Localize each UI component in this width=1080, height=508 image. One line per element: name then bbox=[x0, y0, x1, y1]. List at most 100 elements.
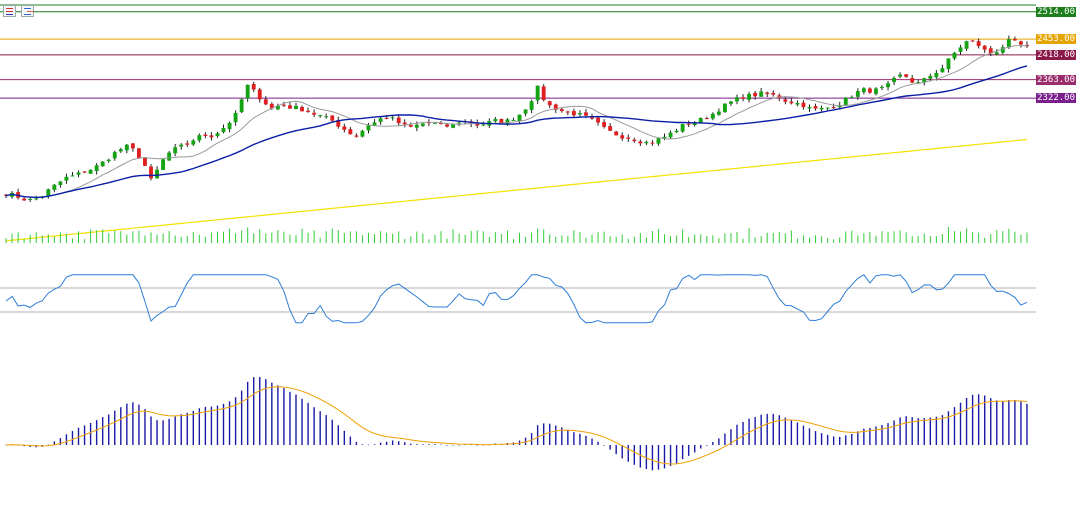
volume-bar bbox=[1002, 230, 1004, 243]
volume-bar bbox=[712, 235, 714, 243]
macd-histogram-bar bbox=[446, 445, 448, 446]
volume-bar bbox=[204, 237, 206, 243]
volume-bar bbox=[664, 234, 666, 243]
candle-body bbox=[892, 77, 897, 83]
volume-bar bbox=[887, 231, 889, 243]
macd-histogram-bar bbox=[971, 394, 974, 445]
volume-bar bbox=[78, 231, 80, 243]
macd-histogram-bar bbox=[977, 394, 980, 445]
macd-histogram-bar bbox=[639, 445, 642, 468]
volume-bar bbox=[784, 233, 786, 243]
candle-body bbox=[849, 97, 854, 99]
candle-body bbox=[46, 189, 51, 197]
volume-bar bbox=[815, 235, 817, 243]
volume-bar bbox=[911, 236, 913, 243]
candle-body bbox=[426, 122, 431, 124]
candle-body bbox=[910, 78, 915, 83]
candle-body bbox=[807, 107, 812, 109]
volume-bar bbox=[488, 236, 490, 243]
volume-bar bbox=[192, 231, 194, 243]
volume-bar bbox=[972, 232, 974, 243]
macd-histogram-bar bbox=[114, 410, 116, 445]
macd-histogram-bar bbox=[947, 411, 950, 445]
candle-body bbox=[674, 130, 679, 133]
macd-histogram-bar bbox=[857, 431, 859, 445]
volume-bar bbox=[923, 233, 925, 243]
candle-body bbox=[753, 92, 758, 97]
volume-bar bbox=[742, 238, 744, 243]
volume-bar bbox=[917, 235, 919, 243]
macd-histogram-bar bbox=[766, 413, 768, 445]
candle-body bbox=[475, 122, 480, 126]
candle-body bbox=[735, 97, 739, 102]
candle-body bbox=[378, 118, 383, 122]
macd-histogram-bar bbox=[814, 431, 817, 445]
volume-bar bbox=[1026, 232, 1028, 243]
candle-body bbox=[958, 47, 963, 52]
candle-body bbox=[843, 97, 848, 105]
macd-histogram-bar bbox=[863, 428, 865, 445]
volume-bar bbox=[694, 234, 696, 243]
volume-bar bbox=[343, 233, 345, 243]
chart-properties-icon[interactable] bbox=[3, 5, 16, 17]
candle-body bbox=[722, 103, 727, 113]
candle-body bbox=[656, 138, 661, 144]
candle-body bbox=[420, 123, 425, 127]
macd-histogram-bar bbox=[174, 416, 176, 445]
candle-body bbox=[952, 52, 957, 59]
volume-bar bbox=[180, 236, 182, 243]
candle-body bbox=[372, 122, 377, 126]
chart-toolbar bbox=[3, 5, 34, 17]
candle-body bbox=[795, 102, 800, 105]
candle-body bbox=[52, 184, 57, 190]
volume-bar bbox=[893, 231, 895, 243]
macd-histogram-bar bbox=[1014, 399, 1016, 445]
volume-bar bbox=[120, 231, 122, 243]
candle-body bbox=[209, 135, 214, 138]
volume-bar bbox=[428, 239, 430, 243]
volume-bar bbox=[325, 231, 327, 243]
volume-bar bbox=[851, 230, 853, 243]
candle-body bbox=[584, 112, 588, 116]
volume-bar bbox=[138, 230, 140, 243]
macd-histogram-bar bbox=[120, 407, 122, 445]
volume-bar bbox=[247, 227, 249, 243]
volume-bar bbox=[670, 235, 672, 243]
candle-body bbox=[934, 73, 939, 78]
macd-histogram-bar bbox=[138, 404, 140, 445]
volume-bar bbox=[978, 232, 980, 243]
macd-histogram-bar bbox=[609, 445, 611, 450]
volume-panel bbox=[5, 226, 1028, 243]
macd-histogram-bar bbox=[597, 441, 599, 445]
macd-histogram-bar bbox=[222, 403, 225, 445]
macd-histogram-bar bbox=[150, 416, 152, 445]
candle-body bbox=[481, 124, 486, 126]
volume-bar bbox=[573, 230, 575, 243]
volume-bar bbox=[615, 236, 617, 243]
volume-bar bbox=[724, 233, 726, 243]
volume-bar bbox=[229, 228, 231, 243]
candle-body bbox=[831, 107, 836, 109]
candle-body bbox=[650, 142, 655, 144]
volume-bar bbox=[367, 232, 369, 243]
candle-body bbox=[553, 104, 558, 110]
candle-body bbox=[819, 107, 824, 110]
macd-histogram-bar bbox=[881, 425, 883, 445]
volume-bar bbox=[960, 231, 962, 243]
macd-histogram-bar bbox=[277, 385, 279, 445]
volume-bar bbox=[760, 236, 762, 243]
macd-histogram-bar bbox=[983, 395, 986, 445]
volume-bar bbox=[603, 231, 605, 243]
volume-bar bbox=[519, 232, 521, 243]
macd-histogram-bar bbox=[839, 436, 841, 445]
macd-histogram-bar bbox=[71, 430, 74, 445]
candle-body bbox=[964, 41, 969, 49]
candle-body bbox=[608, 126, 613, 131]
macd-histogram-bar bbox=[391, 440, 394, 445]
macd-histogram-bar bbox=[132, 402, 134, 445]
macd-histogram-bar bbox=[555, 425, 557, 445]
indicator-list-icon[interactable] bbox=[21, 5, 34, 17]
candle-body bbox=[106, 159, 111, 162]
macd-histogram-bar bbox=[808, 428, 811, 445]
candle-body bbox=[602, 122, 607, 127]
